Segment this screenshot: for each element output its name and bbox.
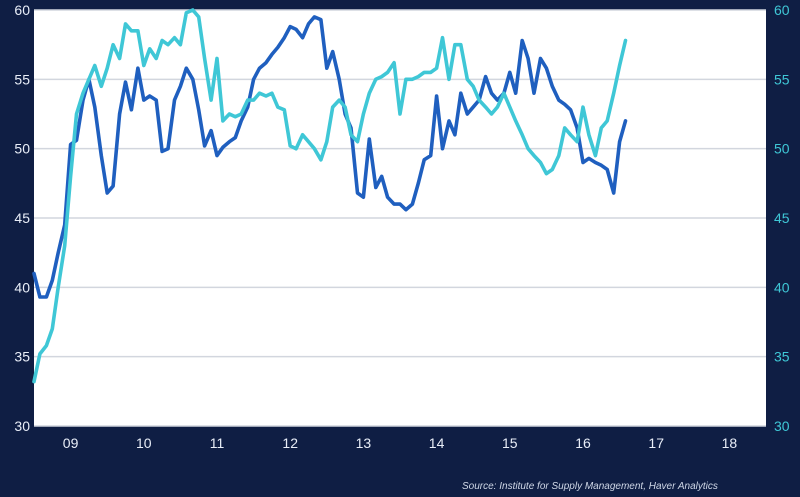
x-tick-label: 17 [648,435,664,451]
y-right-tick-label: 45 [774,210,790,226]
x-tick-label: 18 [722,435,738,451]
x-tick-label: 16 [575,435,591,451]
y-right-tick-label: 60 [774,2,790,18]
y-tick-label: 40 [14,279,30,295]
y-tick-label: 55 [14,71,30,87]
x-tick-label: 14 [429,435,445,451]
left-y-axis: 30 35 40 45 50 55 60 [14,2,30,434]
y-right-tick-label: 55 [774,71,790,87]
x-tick-label: 11 [210,435,225,451]
y-right-tick-label: 40 [774,279,790,295]
x-tick-label: 10 [136,435,152,451]
x-tick-label: 12 [282,435,298,451]
y-tick-label: 50 [14,141,30,157]
source-note: Source: Institute for Supply Management,… [462,481,718,492]
y-tick-label: 35 [14,349,30,365]
x-axis: 09 10 11 12 13 14 15 16 17 18 [63,435,738,451]
y-tick-label: 45 [14,210,30,226]
series-group [32,8,628,384]
x-tick-label: 15 [502,435,518,451]
y-right-tick-label: 50 [774,141,790,157]
y-right-tick-label: 30 [774,418,790,434]
y-tick-label: 60 [14,2,30,18]
x-tick-label: 13 [356,435,372,451]
y-tick-label: 30 [14,418,30,434]
x-tick-label: 09 [63,435,79,451]
series-line-2 [32,8,628,384]
y-right-tick-label: 35 [774,349,790,365]
series-line-1 [32,15,628,299]
gridlines [34,9,766,427]
right-y-axis: 30 35 40 45 50 55 60 [774,2,790,434]
